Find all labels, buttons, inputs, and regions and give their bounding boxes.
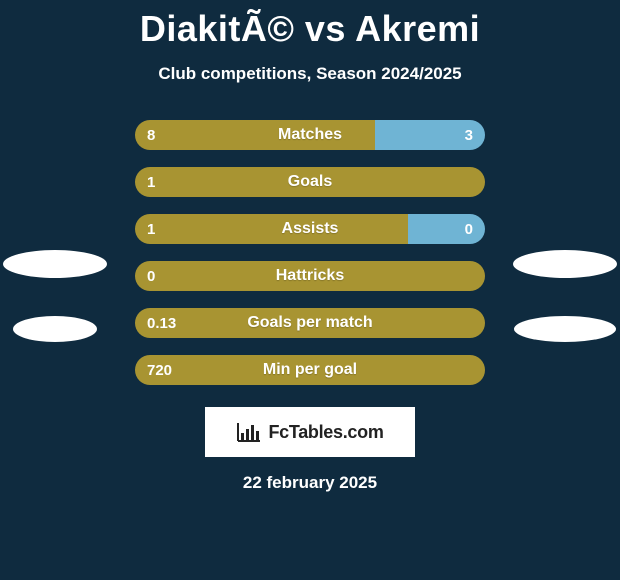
stat-bar: 0.13Goals per match	[135, 308, 485, 338]
stat-value-left: 720	[147, 355, 172, 385]
player-right-oval	[514, 316, 616, 342]
stat-bar-left-seg	[135, 308, 485, 338]
stat-bar: 0Hattricks	[135, 261, 485, 291]
page-title: DiakitÃ© vs Akremi	[0, 0, 620, 50]
stat-value-left: 1	[147, 167, 155, 197]
player-right-ovals	[510, 238, 620, 354]
footer-date: 22 february 2025	[0, 473, 620, 493]
player-left-oval	[3, 250, 107, 278]
stat-bar-left-seg	[135, 355, 485, 385]
stat-value-left: 1	[147, 214, 155, 244]
player-right-oval	[513, 250, 617, 278]
stat-bar-right-seg	[408, 214, 485, 244]
stat-bar: 720Min per goal	[135, 355, 485, 385]
logo-text: FcTables.com	[268, 422, 383, 443]
stat-value-left: 0	[147, 261, 155, 291]
stats-bars: 83Matches1Goals10Assists0Hattricks0.13Go…	[135, 120, 485, 385]
stat-bar-left-seg	[135, 214, 408, 244]
stat-bar-left-seg	[135, 167, 485, 197]
player-left-oval	[13, 316, 97, 342]
stat-value-right: 3	[465, 120, 473, 150]
page-subtitle: Club competitions, Season 2024/2025	[0, 64, 620, 84]
stat-value-left: 0.13	[147, 308, 176, 338]
stat-bar-left-seg	[135, 261, 485, 291]
player-left-ovals	[0, 238, 110, 354]
stat-value-left: 8	[147, 120, 155, 150]
content-area: 83Matches1Goals10Assists0Hattricks0.13Go…	[0, 120, 620, 493]
stat-value-right: 0	[465, 214, 473, 244]
stat-bar: 10Assists	[135, 214, 485, 244]
stat-bar: 83Matches	[135, 120, 485, 150]
logo-box: FcTables.com	[205, 407, 415, 457]
stat-bar-left-seg	[135, 120, 375, 150]
chart-icon	[236, 421, 262, 443]
stat-bar: 1Goals	[135, 167, 485, 197]
